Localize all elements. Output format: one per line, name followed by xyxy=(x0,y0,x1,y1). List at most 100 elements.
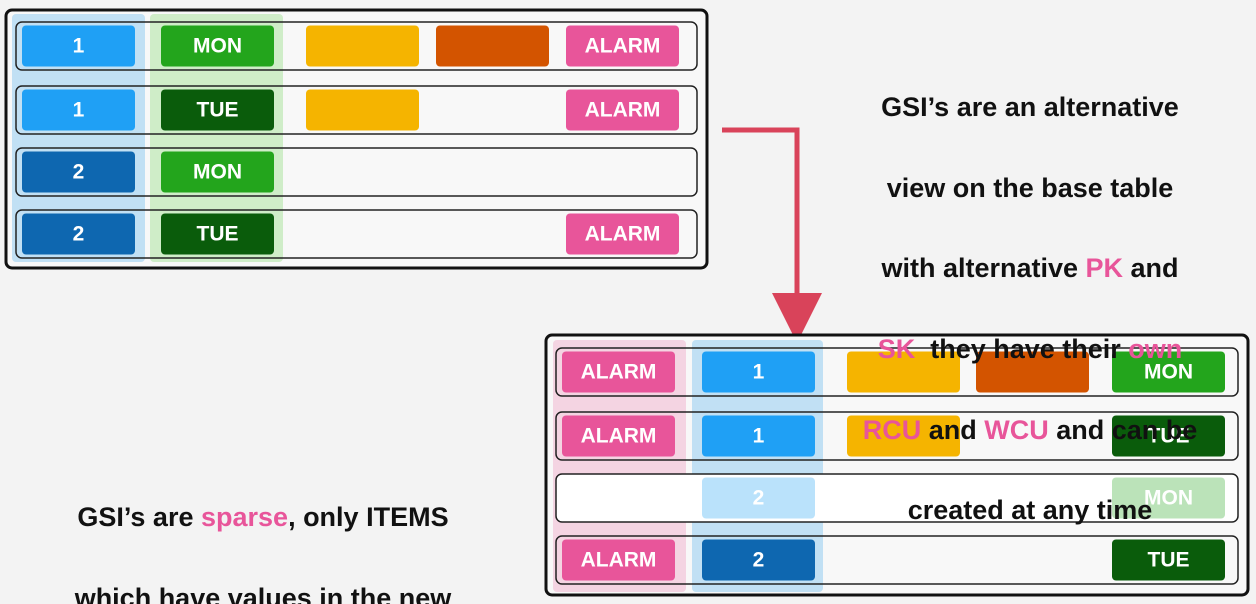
row-frame xyxy=(15,209,698,259)
row-frame xyxy=(15,85,698,135)
text: and xyxy=(921,414,985,445)
cell xyxy=(22,151,135,193)
cell xyxy=(161,151,274,193)
text: GSI’s are an alternative xyxy=(881,92,1179,123)
cell-label: MON xyxy=(1144,487,1193,510)
arrow xyxy=(722,127,822,343)
text: which have values in the new xyxy=(74,582,452,604)
row: 2 MON xyxy=(702,477,1225,519)
row-frame xyxy=(15,147,698,197)
text: and xyxy=(1123,253,1179,284)
row: 2 MON xyxy=(22,151,274,193)
cell xyxy=(1112,539,1225,581)
line: with alternative PK and xyxy=(800,248,1256,288)
highlight: WCU xyxy=(984,414,1049,445)
cell xyxy=(566,25,679,67)
line: RCU and WCU and can be xyxy=(800,410,1256,450)
line: which have values in the new xyxy=(20,578,506,604)
row: ALARM 2 TUE xyxy=(562,539,1225,581)
cell xyxy=(161,25,274,67)
cell xyxy=(306,25,419,67)
row-frame xyxy=(555,535,1239,585)
cell-label: ALARM xyxy=(585,99,661,122)
line: GSI’s are an alternative xyxy=(800,87,1256,127)
cell-label: 1 xyxy=(753,425,765,448)
key-column xyxy=(12,14,145,262)
cell xyxy=(702,477,815,519)
row-frame xyxy=(555,411,1239,461)
cell-label: 2 xyxy=(753,487,765,510)
base-table: 1 MON ALARM 1 TUE ALARM 2 MON 2 TUE ALARM xyxy=(4,8,709,270)
cell xyxy=(847,415,960,457)
cell xyxy=(22,89,135,131)
cell xyxy=(566,89,679,131)
cell-label: ALARM xyxy=(581,425,657,448)
text: and can be xyxy=(1048,414,1198,445)
cell xyxy=(161,213,274,255)
cell xyxy=(562,415,675,457)
cell-label: 2 xyxy=(73,161,85,184)
gsi-table: ALARM 1 MON ALARM 1 TUE 2 MON ALARM 2 TUE xyxy=(544,333,1250,597)
note-top: GSI’s are an alternative view on the bas… xyxy=(800,47,1256,571)
highlight: RCU xyxy=(862,414,922,445)
text: view on the base table xyxy=(886,172,1174,203)
highlight: sparse xyxy=(200,502,289,533)
cell xyxy=(1112,415,1225,457)
text: , only ITEMS xyxy=(288,502,449,533)
row: ALARM 1 MON xyxy=(562,351,1225,393)
line: created at any time xyxy=(800,490,1256,530)
row: 1 TUE ALARM xyxy=(22,89,679,131)
line: GSI’s are sparse, only ITEMS xyxy=(20,497,506,537)
table-frame xyxy=(4,8,709,270)
highlight: SK xyxy=(877,334,916,365)
highlight: PK xyxy=(1085,253,1124,284)
text: created at any time xyxy=(907,495,1153,526)
cell-label: MON xyxy=(193,35,242,58)
cell xyxy=(702,415,815,457)
cell xyxy=(566,213,679,255)
cell-label: TUE xyxy=(197,223,239,246)
cell xyxy=(976,351,1089,393)
cell xyxy=(847,351,960,393)
cell xyxy=(22,213,135,255)
line: view on the base table xyxy=(800,168,1256,208)
line: SK they have their own xyxy=(800,329,1256,369)
cell-label: MON xyxy=(1144,361,1193,384)
row-frame xyxy=(15,21,698,71)
key-column xyxy=(692,340,823,592)
cell xyxy=(1112,351,1225,393)
cell xyxy=(702,351,815,393)
cell-label: TUE xyxy=(197,99,239,122)
row: 2 TUE ALARM xyxy=(22,213,679,255)
text: GSI’s are xyxy=(77,502,201,533)
cell-label: ALARM xyxy=(585,35,661,58)
table-frame xyxy=(544,333,1250,597)
key-column xyxy=(150,14,283,262)
text: with alternative xyxy=(881,253,1086,284)
note-bottom: GSI’s are sparse, only ITEMS which have … xyxy=(20,457,506,604)
cell-label: 2 xyxy=(753,549,765,572)
row-frame xyxy=(555,347,1239,397)
row: 1 MON ALARM xyxy=(22,25,679,67)
cell xyxy=(702,539,815,581)
cell xyxy=(562,351,675,393)
cell-label: 2 xyxy=(73,223,85,246)
cell-label: MON xyxy=(193,161,242,184)
cell-label: 1 xyxy=(753,361,765,384)
cell-label: 1 xyxy=(73,99,85,122)
cell xyxy=(562,539,675,581)
highlight: own xyxy=(1128,334,1183,365)
cell-label: TUE xyxy=(1148,425,1190,448)
cell xyxy=(161,89,274,131)
cell-label: ALARM xyxy=(581,361,657,384)
cell xyxy=(436,25,549,67)
cell-label: ALARM xyxy=(585,223,661,246)
cell-label: 1 xyxy=(73,35,85,58)
cell-label: TUE xyxy=(1148,549,1190,572)
key-column xyxy=(553,340,686,592)
cell xyxy=(306,89,419,131)
cell-label: ALARM xyxy=(581,549,657,572)
cell xyxy=(1112,477,1225,519)
